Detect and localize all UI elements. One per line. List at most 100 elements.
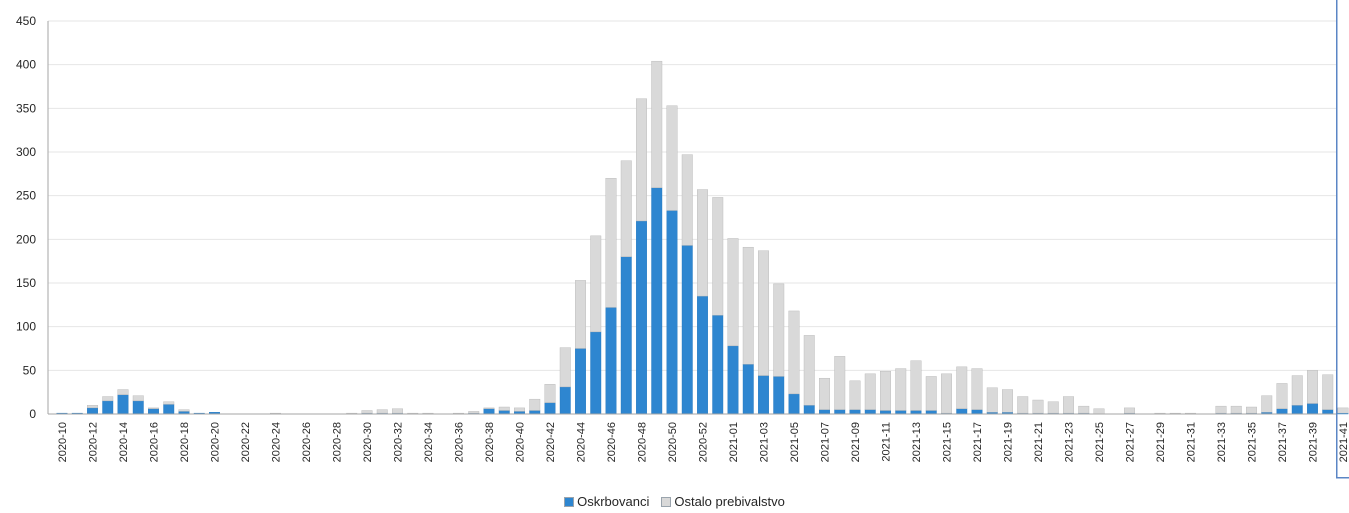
bar-ostalo-prebivalstvo (819, 377, 830, 410)
x-tick-label: 2020-32 (393, 422, 405, 462)
x-tick-label: 2020-30 (362, 422, 374, 462)
bar-oskrbovanci (605, 307, 617, 415)
bar-ostalo-prebivalstvo (1047, 401, 1059, 414)
bar-ostalo-prebivalstvo (148, 407, 159, 409)
bar-oskrbovanci (117, 394, 129, 415)
bar-oskrbovanci (87, 407, 98, 415)
x-tick-label: 2020-12 (88, 422, 100, 462)
x-tick-label: 2021-19 (1003, 422, 1015, 462)
bar-ostalo-prebivalstvo (864, 373, 876, 410)
bar-oskrbovanci (773, 376, 785, 415)
legend-swatch-ostalo (661, 496, 672, 507)
y-tick-label: 100 (16, 320, 36, 334)
bar-ostalo-prebivalstvo (1017, 396, 1029, 414)
y-tick-label: 200 (16, 232, 36, 246)
bar-ostalo-prebivalstvo (880, 371, 891, 411)
bar-oskrbovanci (803, 405, 815, 415)
bar-ostalo-prebivalstvo (803, 335, 815, 406)
legend-label-ostalo: Ostalo prebivalstvo (674, 494, 785, 509)
x-tick-label: 2021-01 (728, 422, 740, 462)
x-tick-label: 2020-18 (179, 422, 191, 462)
bars (56, 60, 1349, 415)
bar-ostalo-prebivalstvo (681, 154, 693, 246)
bar-oskrbovanci (620, 256, 632, 415)
bar-oskrbovanci (483, 408, 495, 415)
x-tick-label: 2021-09 (850, 422, 862, 462)
x-tick-label: 2021-31 (1186, 422, 1198, 462)
bar-ostalo-prebivalstvo (727, 238, 739, 347)
bar-oskrbovanci (895, 410, 907, 415)
bar-ostalo-prebivalstvo (559, 347, 571, 388)
x-tick-label: 2021-13 (911, 422, 923, 462)
bar-ostalo-prebivalstvo (956, 366, 968, 409)
bar-ostalo-prebivalstvo (773, 283, 785, 377)
plot-frame-bottom (1336, 477, 1349, 479)
bar-ostalo-prebivalstvo (605, 177, 617, 308)
x-tick-label: 2020-44 (576, 422, 588, 462)
legend-swatch-oskrbovanci (564, 496, 575, 507)
x-tick-label: 2020-42 (545, 422, 557, 462)
bar-ostalo-prebivalstvo (1002, 389, 1013, 413)
bar-oskrbovanci (788, 393, 800, 415)
x-tick-label: 2021-21 (1033, 422, 1045, 462)
x-tick-label: 2021-17 (972, 422, 984, 462)
bar-oskrbovanci (971, 409, 983, 415)
bar-ostalo-prebivalstvo (1078, 405, 1090, 414)
bar-oskrbovanci (544, 402, 556, 415)
bar-oskrbovanci (681, 245, 693, 415)
bar-oskrbovanci (758, 375, 769, 415)
bar-ostalo-prebivalstvo (1276, 383, 1288, 409)
x-tick-label: 2021-11 (881, 422, 893, 462)
bar-ostalo-prebivalstvo (1032, 399, 1044, 414)
bar-ostalo-prebivalstvo (742, 246, 754, 365)
x-tick-label: 2021-27 (1125, 422, 1137, 462)
x-tick-label: 2021-39 (1308, 422, 1320, 462)
bar-ostalo-prebivalstvo (575, 280, 586, 349)
bar-ostalo-prebivalstvo (1322, 374, 1334, 410)
y-tick-label: 50 (23, 363, 37, 377)
bar-oskrbovanci (697, 295, 708, 415)
x-tick-label: 2021-41 (1338, 422, 1349, 462)
bar-ostalo-prebivalstvo (910, 360, 922, 411)
bar-ostalo-prebivalstvo (758, 250, 769, 376)
x-tick-label: 2020-48 (637, 422, 649, 462)
bar-oskrbovanci (132, 400, 144, 415)
bar-ostalo-prebivalstvo (1093, 408, 1105, 415)
bar-ostalo-prebivalstvo (514, 407, 525, 412)
bar-ostalo-prebivalstvo (1215, 405, 1227, 414)
bar-ostalo-prebivalstvo (361, 410, 373, 414)
bar-ostalo-prebivalstvo (87, 405, 98, 409)
bar-ostalo-prebivalstvo (392, 408, 403, 414)
bar-ostalo-prebivalstvo (849, 380, 861, 410)
y-tick-label: 150 (16, 276, 36, 290)
bar-oskrbovanci (712, 315, 724, 415)
bar-ostalo-prebivalstvo (1230, 405, 1242, 414)
bar-ostalo-prebivalstvo (941, 373, 952, 414)
bar-ostalo-prebivalstvo (697, 189, 708, 297)
bar-oskrbovanci (575, 348, 586, 415)
bar-oskrbovanci (849, 409, 861, 415)
bar-oskrbovanci (163, 404, 175, 415)
bar-ostalo-prebivalstvo (971, 368, 983, 410)
x-tick-label: 2020-46 (606, 422, 618, 462)
bar-oskrbovanci (666, 210, 678, 415)
bar-ostalo-prebivalstvo (468, 411, 480, 414)
bar-ostalo-prebivalstvo (483, 407, 495, 409)
bar-oskrbovanci (1307, 403, 1318, 415)
x-tick-label: 2020-22 (240, 422, 252, 462)
bar-ostalo-prebivalstvo (498, 406, 510, 411)
bar-ostalo-prebivalstvo (1261, 395, 1273, 413)
x-tick-label: 2020-14 (118, 422, 130, 462)
bar-oskrbovanci (636, 220, 647, 415)
x-tick-label: 2020-34 (423, 422, 435, 462)
bar-oskrbovanci (956, 408, 968, 415)
bar-oskrbovanci (590, 331, 602, 415)
x-tick-label: 2020-50 (667, 422, 679, 462)
bar-oskrbovanci (102, 400, 114, 415)
bar-oskrbovanci (727, 345, 739, 415)
bar-oskrbovanci (819, 409, 830, 415)
bar-ostalo-prebivalstvo (117, 389, 129, 395)
bar-oskrbovanci (148, 408, 159, 415)
bar-oskrbovanci (1322, 409, 1334, 415)
y-tick-label: 450 (16, 14, 36, 28)
